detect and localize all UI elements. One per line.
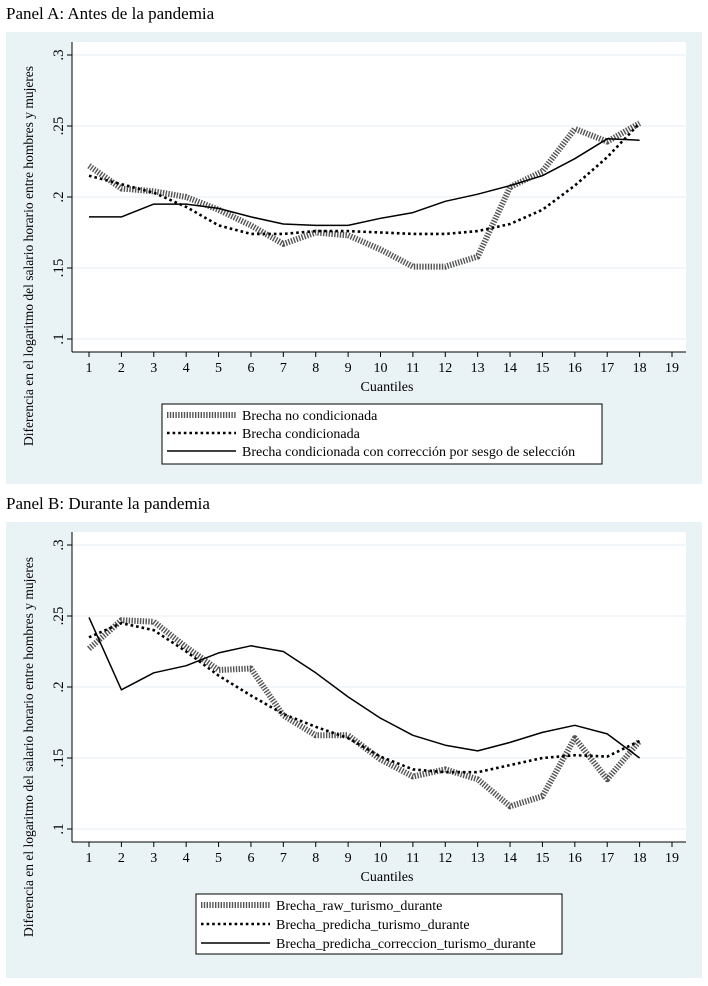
series-line-1 [87, 617, 642, 810]
x-tick-label: 15 [535, 851, 549, 866]
y-tick-label: .1 [51, 823, 67, 834]
x-tick-label: 15 [535, 361, 549, 376]
x-tick-label: 16 [568, 361, 582, 376]
x-tick-label: 13 [471, 361, 485, 376]
x-tick-label: 10 [374, 361, 388, 376]
x-tick-label: 3 [150, 851, 157, 866]
x-tick-label: 2 [118, 361, 125, 376]
y-tick-label: .25 [51, 607, 67, 626]
y-tick-label: .2 [51, 191, 67, 202]
x-tick-label: 6 [247, 361, 254, 376]
x-axis-title: Cuantiles [361, 380, 414, 395]
x-tick-label: 8 [312, 361, 319, 376]
y-tick-label: .2 [51, 681, 67, 692]
panel-a-title: Panel A: Antes de la pandemia [6, 4, 215, 23]
x-tick-label: 8 [312, 851, 319, 866]
x-tick-label: 7 [280, 361, 287, 376]
legend-label: Brecha condicionada [242, 427, 361, 442]
panel-b-title: Panel B: Durante la pandemia [6, 494, 210, 513]
y-tick-label: .15 [51, 259, 67, 278]
x-tick-label: 9 [345, 361, 352, 376]
x-tick-label: 12 [438, 851, 452, 866]
x-tick-label: 14 [503, 361, 517, 376]
x-tick-label: 5 [215, 361, 222, 376]
x-tick-label: 18 [633, 851, 647, 866]
x-tick-label: 5 [215, 851, 222, 866]
x-tick-label: 11 [406, 361, 419, 376]
x-tick-label: 3 [150, 361, 157, 376]
series-line-1 [87, 120, 642, 270]
x-tick-label: 11 [406, 851, 419, 866]
series-line-2 [88, 621, 641, 774]
x-tick-label: 18 [633, 361, 647, 376]
legend-label: Brecha_predicha_turismo_durante [276, 918, 470, 933]
legend-label: Brecha_raw_turismo_durante [276, 899, 442, 914]
x-tick-label: 1 [86, 851, 93, 866]
x-tick-label: 19 [665, 361, 679, 376]
x-tick-label: 17 [600, 851, 614, 866]
x-tick-label: 10 [374, 851, 388, 866]
x-tick-label: 17 [600, 361, 614, 376]
x-tick-label: 4 [183, 851, 190, 866]
x-tick-label: 4 [183, 361, 190, 376]
x-tick-label: 1 [86, 361, 93, 376]
series-line-3 [88, 617, 641, 759]
y-tick-label: .3 [51, 49, 67, 60]
x-tick-label: 7 [280, 851, 287, 866]
y-axis-title: Diferencia en el logaritmo del salario h… [21, 66, 36, 446]
chart-panel-a: .1.15.2.25.31 2 3 4 5 6 7 8 9 10 11 12 13 14 15 16 17 18 1… [21, 42, 686, 465]
legend-label: Brecha_predicha_correccion_turismo_duran… [276, 937, 536, 952]
chart-panel-b: .1.15.2.25.31 2 3 4 5 6 7 8 9 10 11 12 13 14 15 16 17 18 1… [21, 532, 686, 955]
series-line-3 [89, 138, 640, 227]
x-tick-label: 12 [438, 361, 452, 376]
x-tick-label: 19 [665, 851, 679, 866]
x-tick-label: 13 [471, 851, 485, 866]
y-tick-label: .15 [51, 749, 67, 768]
y-tick-label: .1 [51, 333, 67, 344]
x-tick-label: 9 [345, 851, 352, 866]
x-tick-label: 6 [247, 851, 254, 866]
legend-label: Brecha condicionada con corrección por s… [242, 445, 575, 460]
x-tick-label: 16 [568, 851, 582, 866]
x-tick-label: 14 [503, 851, 517, 866]
x-axis-title: Cuantiles [361, 870, 414, 885]
y-axis-title: Diferencia en el logaritmo del salario h… [21, 557, 36, 937]
y-tick-label: .25 [51, 117, 67, 136]
legend-label: Brecha no condicionada [242, 409, 378, 424]
x-tick-label: 2 [118, 851, 125, 866]
y-tick-label: .3 [51, 539, 67, 550]
